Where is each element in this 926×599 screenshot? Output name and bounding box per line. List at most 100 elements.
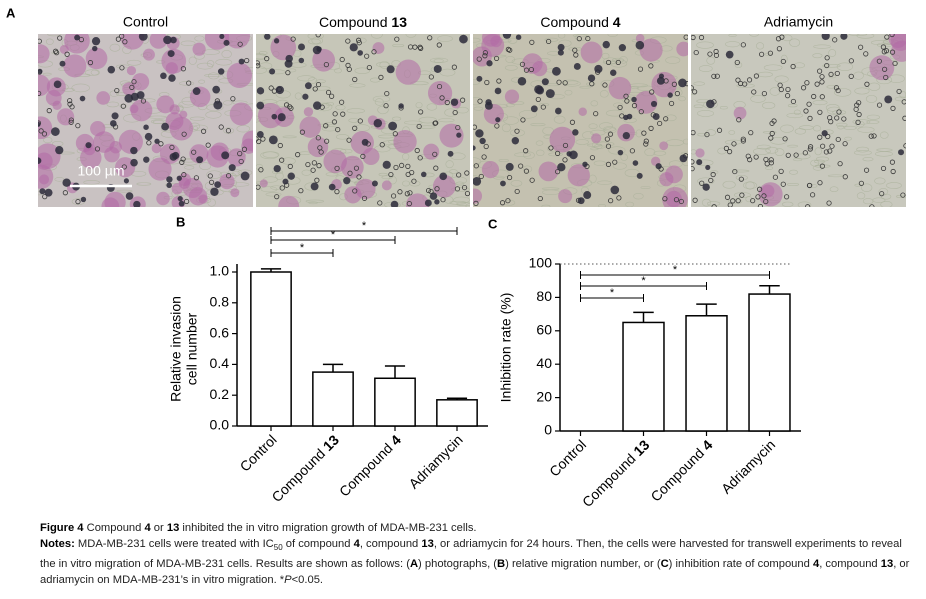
- cell: [494, 87, 502, 95]
- cell: [587, 74, 596, 82]
- texture: [793, 109, 801, 115]
- pore: [562, 80, 568, 86]
- texture: [665, 56, 681, 64]
- pore: [397, 189, 403, 195]
- pore: [643, 141, 649, 147]
- cell: [475, 129, 484, 138]
- texture: [541, 204, 551, 207]
- texture: [608, 146, 626, 155]
- pore: [314, 177, 320, 183]
- pore: [785, 86, 791, 93]
- stain: [38, 74, 51, 97]
- texture: [620, 153, 628, 161]
- pore: [425, 187, 432, 194]
- pore: [120, 103, 126, 109]
- cell: [439, 172, 448, 181]
- pore: [237, 41, 243, 47]
- texture: [192, 124, 208, 132]
- text: MDA-MB-231 cells were treated with IC: [74, 538, 274, 550]
- texture: [586, 143, 603, 147]
- stain: [38, 164, 54, 189]
- pore: [334, 189, 340, 195]
- texture: [455, 181, 465, 186]
- pore: [87, 60, 94, 66]
- pore: [785, 152, 791, 158]
- pore: [208, 179, 215, 185]
- pore: [46, 108, 52, 114]
- texture: [258, 62, 273, 70]
- pore: [205, 142, 211, 148]
- pore: [384, 90, 390, 97]
- pore: [352, 76, 358, 83]
- pore: [714, 73, 720, 79]
- cell: [177, 196, 183, 202]
- texture: [813, 44, 831, 49]
- pore: [434, 186, 440, 192]
- stain: [229, 102, 253, 126]
- texture: [374, 98, 384, 106]
- pore: [131, 79, 137, 85]
- pore: [863, 167, 870, 173]
- cell: [617, 149, 624, 156]
- texture: [507, 37, 518, 44]
- pore: [356, 174, 362, 180]
- pore: [353, 165, 360, 171]
- pore: [868, 133, 874, 139]
- panel-label: B: [176, 214, 185, 229]
- pore: [810, 192, 816, 198]
- cell: [658, 73, 665, 79]
- pore: [889, 49, 896, 55]
- error-bar: [322, 363, 344, 373]
- pore: [260, 136, 266, 142]
- y-tick-label: 0.2: [210, 386, 230, 402]
- bar: [374, 377, 416, 427]
- pore: [346, 66, 352, 72]
- texture: [381, 175, 393, 180]
- pore: [736, 117, 742, 123]
- texture: [518, 110, 537, 119]
- panel-label: A: [6, 5, 16, 20]
- pore: [312, 86, 318, 92]
- stain: [227, 148, 246, 167]
- pore: [352, 188, 358, 194]
- pore: [864, 81, 870, 87]
- error-bar: [260, 268, 282, 272]
- texture: [503, 199, 516, 206]
- bar: [685, 315, 728, 432]
- cell: [398, 103, 404, 109]
- cell: [214, 181, 222, 189]
- pore: [427, 35, 433, 41]
- cell: [130, 158, 138, 167]
- cell: [166, 182, 172, 189]
- cell: [123, 178, 129, 184]
- pore: [53, 48, 59, 54]
- texture: [725, 41, 741, 48]
- texture: [541, 187, 560, 191]
- pore: [856, 111, 862, 118]
- pore: [730, 198, 736, 204]
- pore: [360, 153, 366, 159]
- texture: [392, 116, 402, 121]
- texture: [179, 81, 195, 86]
- pore: [772, 174, 779, 180]
- texture: [196, 62, 214, 70]
- pore: [641, 130, 647, 136]
- pore: [562, 142, 569, 149]
- pore: [158, 141, 164, 147]
- pore: [710, 171, 716, 178]
- texture: [335, 175, 345, 181]
- pore: [880, 165, 887, 172]
- stain: [161, 48, 187, 74]
- texture: [749, 34, 760, 37]
- pore: [707, 51, 713, 57]
- x-tick-label: Adriamycin: [405, 431, 465, 491]
- texture: [265, 192, 282, 197]
- pore: [817, 68, 823, 74]
- pore: [444, 99, 450, 106]
- stain: [558, 189, 573, 204]
- pore: [819, 163, 826, 169]
- pore: [615, 59, 621, 66]
- stain: [733, 106, 747, 120]
- cell: [371, 180, 378, 187]
